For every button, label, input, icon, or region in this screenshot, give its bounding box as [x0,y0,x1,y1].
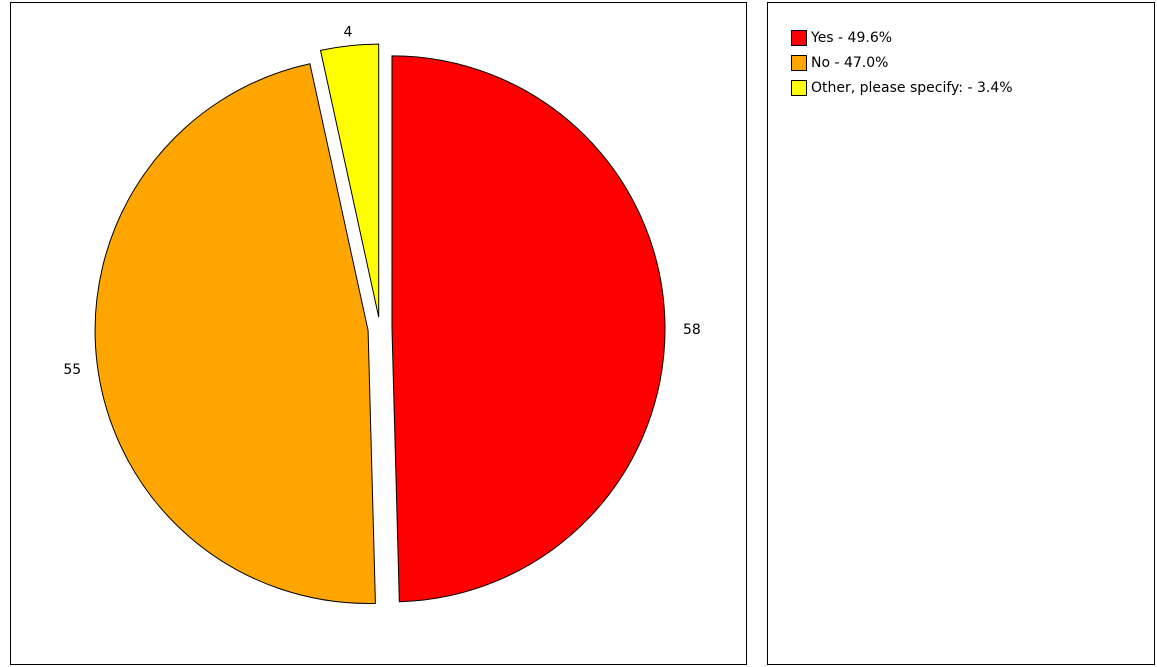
legend-label-yes: Yes - 49.6% [811,29,893,46]
legend-item-other: Other, please specify: - 3.4% [791,75,1013,100]
value-label-yes: 58 [683,322,701,338]
pie-slice-yes [391,55,666,603]
legend-panel: Yes - 49.6% No - 47.0% Other, please spe… [767,2,1155,665]
chart-panel: 58 55 4 [10,2,747,665]
legend-swatch-no [791,54,807,71]
legend-swatch-other [791,79,807,96]
legend-swatch-yes [791,29,807,46]
legend-label-no: No - 47.0% [811,54,889,71]
pie-chart: 58 55 4 [63,25,701,604]
value-label-no: 55 [63,362,81,378]
legend-item-yes: Yes - 49.6% [791,25,1013,50]
pie-slice-other [319,43,380,318]
value-label-other: 4 [343,25,352,41]
legend-list: Yes - 49.6% No - 47.0% Other, please spe… [791,25,1013,100]
legend-item-no: No - 47.0% [791,50,1013,75]
pie-slice-no [94,63,376,604]
legend-label-other: Other, please specify: - 3.4% [811,79,1013,96]
